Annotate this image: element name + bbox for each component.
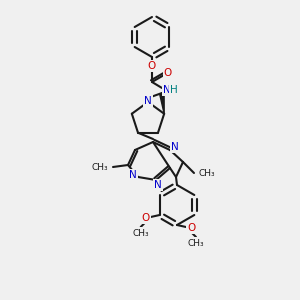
- Text: O: O: [142, 213, 150, 223]
- Text: N: N: [163, 85, 171, 95]
- Text: CH₃: CH₃: [199, 169, 215, 178]
- Text: H: H: [170, 85, 178, 95]
- Text: CH₃: CH₃: [188, 238, 204, 247]
- Text: N: N: [171, 142, 179, 152]
- Text: O: O: [164, 68, 172, 78]
- Text: N: N: [129, 170, 137, 180]
- Polygon shape: [160, 91, 164, 114]
- Text: CH₃: CH₃: [92, 163, 108, 172]
- Text: CH₃: CH₃: [132, 229, 149, 238]
- Text: O: O: [148, 61, 156, 71]
- Text: N: N: [154, 180, 162, 190]
- Text: N: N: [144, 96, 152, 106]
- Text: O: O: [187, 223, 195, 233]
